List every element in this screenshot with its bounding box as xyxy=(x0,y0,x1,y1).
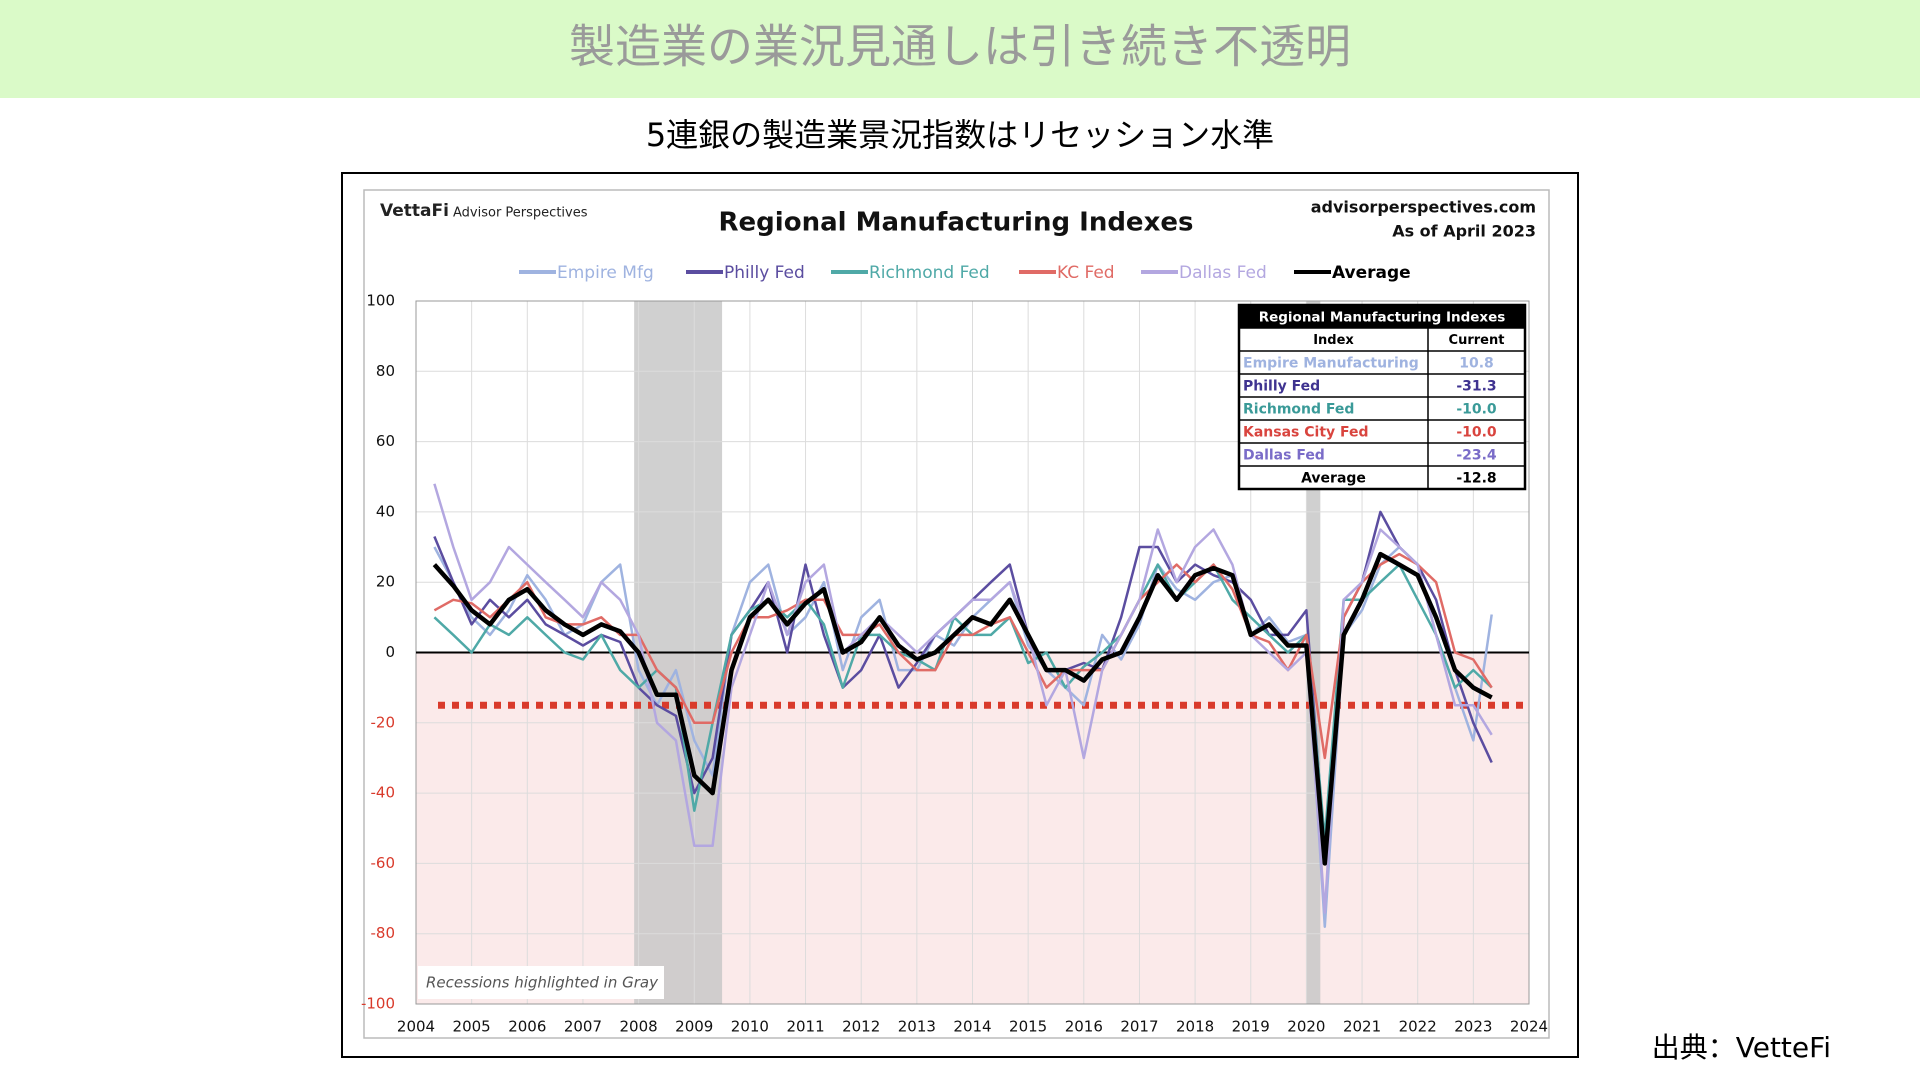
plot xyxy=(415,300,1530,1005)
table-name: Dallas Fed xyxy=(1243,448,1325,464)
table-value: -10.0 xyxy=(1456,425,1497,441)
legend-label: KC Fed xyxy=(1057,263,1115,283)
x-tick-label: 2014 xyxy=(953,1018,991,1036)
table-name: Empire Manufacturing xyxy=(1243,356,1419,372)
y-tick-label: -60 xyxy=(371,854,396,872)
x-tick-label: 2007 xyxy=(564,1018,602,1036)
table-value: -12.8 xyxy=(1456,471,1496,487)
table-title: Regional Manufacturing Indexes xyxy=(1259,310,1506,326)
note: Recessions highlighted in Gray xyxy=(426,974,659,992)
legend-label: Dallas Fed xyxy=(1179,263,1267,283)
x-tick-label: 2022 xyxy=(1399,1018,1437,1036)
y-tick-label: 20 xyxy=(376,573,395,591)
x-tick-label: 2013 xyxy=(898,1018,936,1036)
table-value: 10.8 xyxy=(1459,356,1494,372)
brand: VettaFi xyxy=(380,201,449,221)
x-tick-label: 2005 xyxy=(453,1018,491,1036)
table-name: Philly Fed xyxy=(1243,379,1320,395)
y-tick-label: 60 xyxy=(376,432,395,450)
table-header: Index xyxy=(1313,333,1354,348)
table-header: Current xyxy=(1449,333,1505,348)
y-tick-label: -20 xyxy=(371,713,396,731)
x-tick-label: 2011 xyxy=(786,1018,824,1036)
note-box xyxy=(418,966,664,999)
legend-label: Philly Fed xyxy=(724,263,805,283)
chart-title: Regional Manufacturing Indexes xyxy=(719,208,1194,238)
x-tick-label: 2021 xyxy=(1343,1018,1381,1036)
x-tick-label: 2019 xyxy=(1232,1018,1270,1036)
x-tick-label: 2018 xyxy=(1176,1018,1214,1036)
x-tick-label: 2016 xyxy=(1065,1018,1103,1036)
table-value: -10.0 xyxy=(1456,402,1497,418)
x-tick-label: 2009 xyxy=(675,1018,713,1036)
slide-subtitle: 5連銀の製造業景況指数はリセッション水準 xyxy=(646,116,1274,154)
brand-sub: Advisor Perspectives xyxy=(453,206,588,221)
legend-label: Average xyxy=(1332,263,1411,283)
y-tick-label: -40 xyxy=(371,784,396,802)
y-tick-label: 80 xyxy=(376,362,395,380)
x-tick-label: 2008 xyxy=(620,1018,658,1036)
legend-label: Empire Mfg xyxy=(557,263,654,283)
x-tick-label: 2020 xyxy=(1287,1018,1325,1036)
source: 出典：VetteFi xyxy=(1652,1031,1831,1064)
table-value: -23.4 xyxy=(1456,448,1497,464)
slide-title: 製造業の業況見通しは引き続き不透明 xyxy=(569,20,1351,74)
x-tick-label: 2023 xyxy=(1454,1018,1492,1036)
x-tick-label: 2006 xyxy=(508,1018,546,1036)
x-tick-label: 2010 xyxy=(731,1018,769,1036)
legend-label: Richmond Fed xyxy=(869,263,990,283)
y-tick-label: 100 xyxy=(366,292,395,310)
y-tick-label: -100 xyxy=(361,995,395,1013)
y-tick-label: -80 xyxy=(371,924,396,942)
site: advisorperspectives.com xyxy=(1311,198,1536,217)
x-tick-label: 2012 xyxy=(842,1018,880,1036)
x-tick-label: 2015 xyxy=(1009,1018,1047,1036)
x-tick-label: 2024 xyxy=(1510,1018,1548,1036)
as-of: As of April 2023 xyxy=(1392,222,1536,241)
table-name: Average xyxy=(1301,471,1366,487)
banner xyxy=(0,0,1920,98)
y-tick-label: 40 xyxy=(376,502,395,520)
y-tick-label: 0 xyxy=(385,643,395,661)
x-tick-label: 2017 xyxy=(1120,1018,1158,1036)
series-line xyxy=(433,483,1493,914)
x-tick-label: 2004 xyxy=(397,1018,435,1036)
table-value: -31.3 xyxy=(1456,379,1496,395)
table-name: Richmond Fed xyxy=(1243,402,1354,418)
table-title-bg xyxy=(1239,305,1525,328)
series-line xyxy=(432,551,1493,866)
table-name: Kansas City Fed xyxy=(1243,425,1369,441)
